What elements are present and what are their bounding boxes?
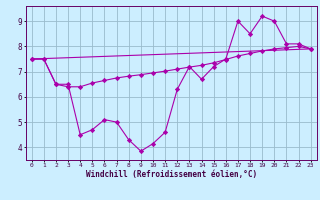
X-axis label: Windchill (Refroidissement éolien,°C): Windchill (Refroidissement éolien,°C) bbox=[86, 170, 257, 179]
